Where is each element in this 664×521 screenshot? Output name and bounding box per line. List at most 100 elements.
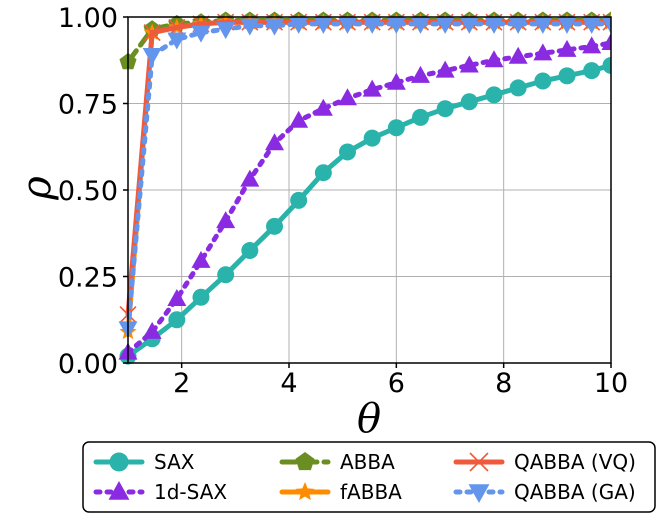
data-point [460, 93, 478, 111]
data-point [459, 55, 479, 73]
legend-marker [469, 452, 489, 472]
data-point [410, 65, 430, 83]
y-tick-label: 0.00 [58, 349, 118, 380]
legend-label: SAX [154, 450, 195, 474]
legend-label: 1d-SAX [154, 480, 227, 504]
legend: SAX 1d-SAX ABBA fABBA QABBA (VQ) QABBA (GA) [82, 441, 656, 513]
data-point [411, 108, 429, 126]
x-tick-label: 2 [173, 368, 190, 399]
data-point [192, 288, 210, 306]
data-point [533, 16, 553, 34]
data-point [484, 50, 504, 68]
x-tick-label: 8 [495, 368, 512, 399]
legend-item-qabba-vq: QABBA (VQ) [453, 450, 636, 474]
series-fabba [119, 13, 611, 340]
series-1d-sax [118, 32, 611, 360]
data-point [240, 169, 260, 187]
data-point [484, 16, 504, 34]
data-point [582, 36, 602, 54]
legend-item-qabba-ga: QABBA (GA) [453, 480, 636, 504]
legend-item-sax: SAX [93, 450, 195, 474]
data-point [314, 164, 332, 182]
data-point [313, 16, 333, 34]
legend-box [82, 441, 656, 513]
data-point [265, 18, 285, 36]
legend-item-1d-sax: 1d-SAX [93, 480, 227, 504]
data-point [363, 129, 381, 147]
data-point [142, 48, 162, 66]
data-point [558, 67, 576, 85]
data-point [410, 16, 430, 34]
data-point [602, 56, 611, 74]
data-point [386, 16, 406, 34]
legend-label: QABBA (VQ) [514, 450, 636, 474]
data-point [167, 288, 187, 306]
data-point [485, 86, 503, 104]
data-point [583, 62, 601, 80]
data-point [142, 321, 162, 339]
data-point [435, 60, 455, 78]
data-point [338, 143, 356, 161]
legend-label: ABBA [340, 450, 395, 474]
data-point [534, 72, 552, 90]
data-point [508, 16, 528, 34]
grid [128, 16, 612, 364]
data-point [362, 79, 382, 97]
data-point [337, 16, 357, 34]
legend-label: fABBA [340, 480, 402, 504]
data-point [143, 24, 161, 42]
legend-item-abba: ABBA [279, 450, 395, 474]
series-layer [118, 11, 611, 365]
data-point [601, 32, 611, 50]
legend-item-fabba: fABBA [279, 480, 402, 504]
data-point [601, 16, 611, 34]
data-point [168, 311, 186, 329]
data-point [362, 16, 382, 34]
data-point [508, 46, 528, 64]
x-tick-label: 4 [280, 368, 297, 399]
data-point [509, 79, 527, 97]
data-point [459, 16, 479, 34]
series-line-sax [125, 62, 611, 359]
data-point [266, 217, 284, 235]
x-tick-label: 6 [388, 368, 405, 399]
legend-marker [295, 482, 315, 501]
data-point [289, 110, 309, 128]
data-point [167, 32, 187, 50]
data-point [216, 211, 236, 229]
y-tick-label: 0.75 [58, 90, 118, 121]
series-line-qabba-vq [125, 19, 611, 318]
data-point [313, 98, 333, 116]
data-point [582, 16, 602, 34]
data-point [557, 16, 577, 34]
axis-ticks: 2 4 6 8 10 0.00 0.25 0.50 0.75 1.00 [58, 3, 628, 399]
data-point [191, 25, 211, 43]
data-point [290, 191, 308, 209]
series-line-1d-sax [125, 40, 611, 356]
legend-marker [468, 484, 490, 503]
data-point [191, 250, 211, 268]
data-point [533, 43, 553, 61]
y-tick-label: 1.00 [58, 3, 118, 34]
data-point [387, 119, 405, 137]
y-tick-label: 0.50 [58, 176, 118, 207]
x-tick-label: 10 [594, 368, 628, 399]
data-point [386, 72, 406, 90]
y-tick-label: 0.25 [58, 263, 118, 294]
legend-marker [295, 452, 315, 471]
data-point [337, 88, 357, 106]
data-point [241, 242, 259, 260]
legend-marker [109, 452, 129, 472]
series-line-qabba-ga [125, 21, 611, 331]
legend-label: QABBA (GA) [514, 480, 636, 504]
data-point [436, 100, 454, 118]
data-point [240, 18, 260, 36]
x-axis-label: θ [357, 396, 381, 442]
legend-marker [108, 481, 130, 500]
data-point [217, 266, 235, 284]
data-point [557, 39, 577, 57]
series-line-fabba [125, 19, 611, 335]
y-axis-label: ρ [14, 176, 60, 201]
data-point [435, 16, 455, 34]
